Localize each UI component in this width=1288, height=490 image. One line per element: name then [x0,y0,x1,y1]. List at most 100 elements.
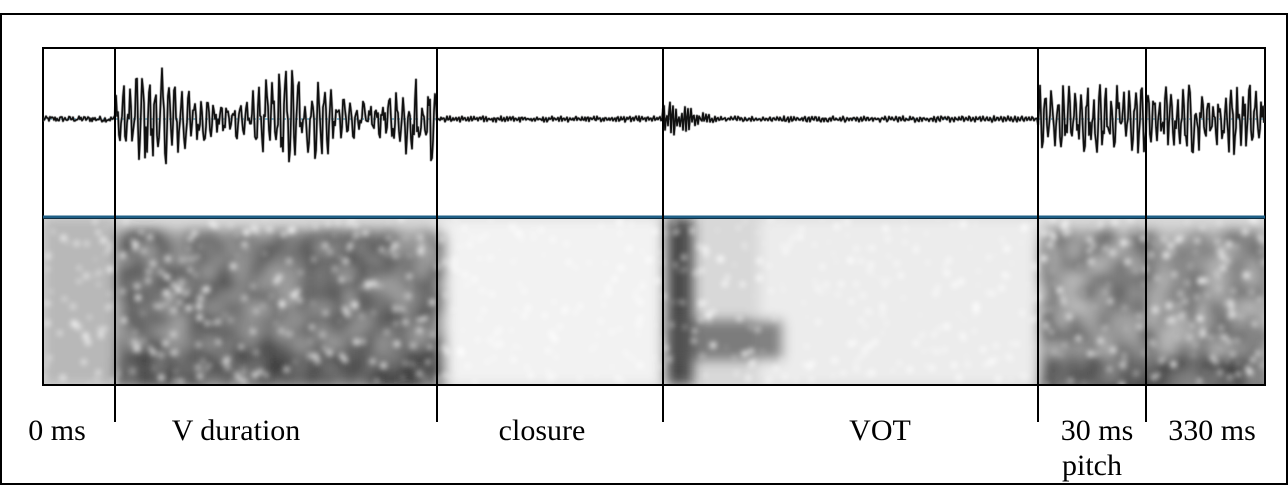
spectrogram-speckle-dot [322,346,327,351]
spectrogram-cell [255,374,266,385]
spectrogram-speckle-dot [293,360,297,364]
spectrogram-speckle-dot [391,252,398,259]
spectrogram-speckle-dot [1061,300,1067,305]
spectrogram-speckle-dot [485,359,490,365]
spectrogram-cell [265,374,276,385]
spectrogram-speckle-dot [1251,321,1258,327]
spectrogram-speckle-dot [1217,221,1222,225]
spectrogram-cell [115,242,126,255]
spectrogram-cell [1118,342,1129,357]
spectrogram-cell [285,290,296,303]
spectrogram-cell [235,338,246,351]
spectrogram-cell [435,266,446,279]
spectrogram-cell [1108,356,1119,371]
spectrogram-cell [115,314,126,327]
spectrogram-cell [385,338,396,351]
spectrogram-speckle-dot [1009,378,1012,382]
spectrogram-speckle-dot [616,219,623,226]
spectrogram-speckle-dot [1087,248,1092,253]
spectrogram-speckle-dot [162,340,169,347]
spectrogram-speckle-dot [395,340,399,345]
spectrogram-speckle-dot [1169,316,1176,324]
spectrogram-cell [1148,230,1159,245]
spectrogram-cell [305,242,316,255]
spectrogram-speckle-dot [338,255,342,259]
spectrogram-cell [245,350,256,363]
spectrogram-cell [435,302,446,315]
spectrogram-speckle-dot [669,322,675,328]
spectrogram-speckle-dot [1141,282,1145,286]
spectrogram-cell [275,254,286,267]
spectrogram-cell [425,374,436,385]
spectrogram-speckle-dot [862,346,867,351]
spectrogram-speckle-dot [893,260,901,267]
spectrogram-cell [235,254,246,267]
spectrogram-speckle-dot [1104,290,1108,294]
spectrogram-cell [425,314,436,327]
spectrogram-speckle-dot [62,297,67,301]
spectrogram-cell [305,278,316,291]
spectrogram-cell [1248,244,1259,259]
spectrogram-cell [345,302,356,315]
spectrogram-speckle-dot [1236,362,1240,366]
spectrogram-speckle-dot [1259,249,1263,253]
spectrogram-cell [1168,300,1179,315]
spectrogram-speckle-dot [96,269,103,276]
spectrogram-speckle-dot [761,349,764,352]
spectrogram-cell [1058,314,1069,329]
spectrogram-speckle-dot [853,281,860,287]
spectrogram-cell [375,254,386,267]
spectrogram-speckle-dot [1227,374,1233,380]
spectrogram-cell [325,338,336,351]
spectrogram-cell [1188,370,1199,385]
spectrogram-cell [185,254,196,267]
spectrogram-cell [355,230,366,243]
spectrogram-speckle-dot [96,230,101,235]
spectrogram-speckle-dot [257,369,263,375]
spectrogram-speckle-dot [229,262,237,270]
spectrogram-speckle-dot [530,228,535,233]
spectrogram-speckle-dot [158,352,165,358]
spectrogram-speckle-dot [524,364,530,371]
spectrogram-cell [115,350,126,363]
spectrogram-cell [315,278,326,291]
spectrogram-speckle-dot [1003,245,1011,253]
spectrogram-speckle-dot [57,330,63,336]
spectrogram-cell [125,302,136,315]
spectrogram-speckle-dot [1224,257,1231,265]
spectrogram-cell [1038,328,1049,343]
spectrogram-speckle-dot [780,282,784,286]
spectrogram-cell [145,278,156,291]
spectrogram-speckle-dot [563,240,570,248]
spectrogram-speckle-dot [1107,298,1114,304]
spectrogram-cell [435,350,446,363]
spectrogram-speckle-dot [81,359,87,365]
spectrogram-cell [175,266,186,279]
spectrogram-speckle-dot [633,289,638,294]
spectrogram-speckle-dot [1194,237,1201,244]
spectrogram-speckle-dot [69,303,77,310]
spectrogram-speckle-dot [867,343,873,349]
spectrogram-speckle-dot [636,362,644,369]
spectrogram-cell [345,338,356,351]
spectrogram-cell [1188,356,1199,371]
spectrogram-speckle-dot [1234,244,1239,249]
spectrogram-speckle-dot [814,285,822,292]
spectrogram-speckle-dot [1042,322,1050,330]
spectrogram-speckle-dot [150,260,157,267]
spectrogram-speckle-dot [881,331,885,335]
spectrogram-speckle-dot [573,265,579,271]
spectrogram-cell [1068,300,1079,315]
spectrogram-speckle-dot [1170,361,1177,368]
spectrogram-cell [1038,244,1049,259]
spectrogram-cell [395,230,406,243]
spectrogram-speckle-dot [464,282,470,288]
spectrogram-cell [405,326,416,339]
spectrogram-speckle-dot [483,232,489,238]
spectrogram-cell [135,338,146,351]
spectrogram-speckle-dot [998,285,1005,292]
spectrogram-speckle-dot [1186,334,1193,341]
spectrogram-cell [195,362,206,375]
spectrogram-cell [405,374,416,385]
spectrogram-cell [145,350,156,363]
